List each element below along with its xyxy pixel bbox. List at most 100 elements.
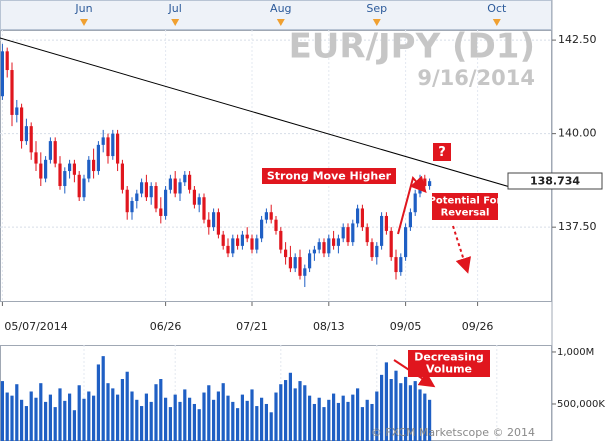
volume-bar: [284, 380, 288, 441]
volume-bar: [111, 388, 115, 441]
candle-body: [399, 257, 403, 273]
volume-bar: [312, 403, 316, 441]
volume-bar: [365, 399, 369, 441]
x-tick-label: 07/21: [236, 320, 268, 333]
candle-body: [20, 107, 24, 142]
volume-bar: [168, 407, 172, 441]
annotation-box: [432, 193, 498, 220]
candle-body: [111, 133, 115, 157]
volume-bar: [63, 400, 67, 441]
top-tick: [276, 19, 285, 26]
candle-body: [82, 178, 86, 198]
volume-bar: [164, 397, 168, 441]
volume-bar: [279, 384, 283, 441]
volume-bar: [140, 406, 144, 441]
volume-bar: [116, 394, 120, 441]
candle-body: [240, 234, 244, 246]
volume-bar: [341, 395, 345, 441]
volume-bar: [327, 399, 331, 441]
volume-bar: [298, 381, 302, 441]
volume-bar: [255, 406, 259, 441]
candle-body: [423, 178, 427, 187]
candle-body: [231, 238, 235, 254]
candle-body: [332, 238, 336, 246]
candle-body: [360, 208, 364, 228]
candle-body: [72, 163, 76, 175]
volume-bar: [159, 379, 163, 441]
annotation-box: [433, 143, 451, 161]
volume-bar: [188, 397, 192, 441]
candle-body: [87, 159, 91, 179]
top-tick-label: Jul: [168, 2, 182, 15]
x-tick-label: 05/07/2014: [4, 320, 67, 333]
volume-bar: [44, 401, 48, 441]
top-tick-label: Sep: [366, 2, 387, 15]
top-tick: [80, 19, 88, 26]
volume-bar: [120, 379, 124, 441]
x-tick-label: 08/13: [313, 320, 345, 333]
candle-body: [312, 249, 316, 254]
annotation: ?: [438, 145, 446, 160]
watermark: © FXCM Marketscope © 2014: [371, 426, 535, 439]
volume-bar: [0, 381, 4, 441]
candle-body: [298, 257, 302, 276]
volume-bar: [288, 372, 292, 441]
volume-bar: [192, 403, 196, 441]
annotation: Strong Move Higher: [267, 170, 392, 183]
volume-bar: [149, 401, 153, 441]
volume-bar: [423, 393, 427, 441]
y-tick-label: 142.50: [558, 33, 597, 46]
annotation: Decreasing: [414, 351, 483, 364]
annotation: Reversal: [441, 208, 490, 219]
candle-body: [322, 242, 326, 254]
volume-bar: [34, 397, 38, 441]
candle-body: [116, 133, 120, 164]
candle-body: [197, 197, 201, 205]
candle-body: [183, 174, 187, 183]
candle-body: [154, 186, 158, 209]
volume-bar: [413, 381, 417, 441]
candle-body: [428, 181, 432, 187]
last-price-tag: [507, 172, 603, 190]
candle-body: [212, 212, 216, 228]
volume-bar: [380, 374, 384, 441]
candle-body: [384, 215, 388, 231]
candle-body: [68, 163, 72, 172]
volume-bar: [10, 395, 14, 441]
candle-body: [245, 234, 249, 239]
candle-body: [389, 230, 393, 258]
volume-bar: [106, 383, 110, 441]
x-tick-label: 06/26: [150, 320, 182, 333]
candle-body: [202, 197, 206, 220]
volume-bar: [53, 407, 57, 441]
volume-bar: [183, 389, 187, 441]
volume-bar: [48, 394, 52, 441]
volume-bar: [260, 397, 264, 441]
volume-bar: [20, 399, 24, 441]
candle-body: [365, 227, 369, 243]
candle-body: [404, 227, 408, 258]
volume-bar: [250, 389, 254, 441]
candle-body: [0, 51, 4, 97]
candle-body: [221, 234, 225, 246]
candle-body: [173, 178, 177, 194]
candle-body: [351, 223, 355, 243]
top-tick: [171, 19, 180, 26]
volume-bar: [317, 397, 321, 441]
volume-bar: [404, 376, 408, 441]
candle-body: [370, 242, 374, 258]
candle-body: [130, 200, 134, 213]
volume-bar: [269, 412, 273, 441]
candle-body: [250, 238, 254, 250]
volume-bar: [178, 401, 182, 441]
volume-bar: [68, 393, 72, 441]
candle-body: [346, 227, 350, 243]
candle-body: [394, 257, 398, 273]
volume-bar: [303, 385, 307, 441]
candle-body: [125, 189, 129, 213]
candle-body: [380, 215, 384, 246]
chart-title: EUR/JPY (D1): [289, 27, 535, 67]
volume-bar: [154, 384, 158, 441]
candle-body: [144, 182, 148, 198]
